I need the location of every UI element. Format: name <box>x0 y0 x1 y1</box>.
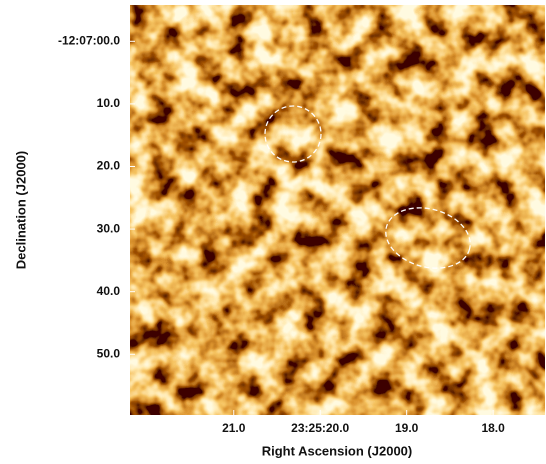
y-tick-label: 20.0 <box>97 159 121 173</box>
y-tick-label: 50.0 <box>97 346 121 360</box>
x-axis-title: Right Ascension (J2000) <box>262 443 413 458</box>
y-axis-title: Declination (J2000) <box>13 151 28 270</box>
sky-image <box>130 5 545 415</box>
y-tick-label: 10.0 <box>97 96 121 110</box>
region-circle <box>264 105 322 163</box>
x-tick-label: 21.0 <box>222 421 246 435</box>
x-tick-label: 19.0 <box>395 421 419 435</box>
x-tick-label: 23:25:20.0 <box>291 421 349 435</box>
y-tick-label: 40.0 <box>97 284 121 298</box>
y-tick-label: 30.0 <box>97 221 121 235</box>
y-tick-label: -12:07:00.0 <box>58 33 120 47</box>
x-tick-label: 18.0 <box>481 421 505 435</box>
region-ellipse <box>385 207 471 269</box>
